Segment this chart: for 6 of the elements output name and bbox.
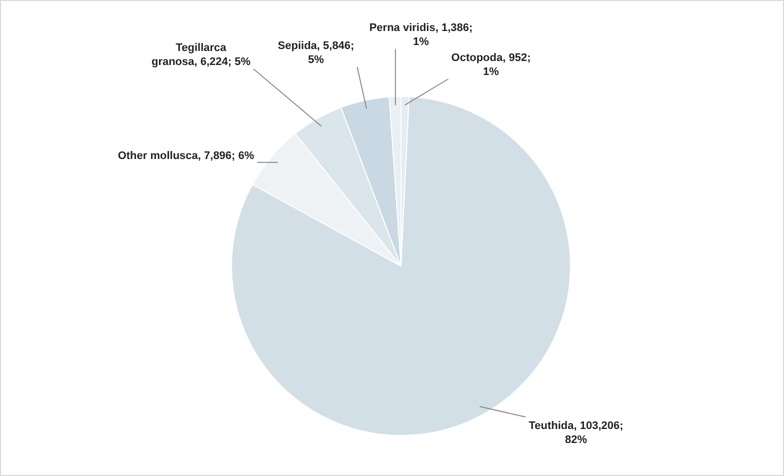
slice-label: Octopoda, 952; 1% [451,52,531,78]
slice-label: Perna viridis, 1,386; 1% [369,22,473,48]
slice-label: Sepiida, 5,846; 5% [278,40,354,66]
slice-label: Tegillarca granosa, 6,224; 5% [151,42,251,68]
slice-label: Teuthida, 103,206; 82% [528,420,624,446]
slice-label: Other mollusca, 7,896; 6% [118,150,254,162]
